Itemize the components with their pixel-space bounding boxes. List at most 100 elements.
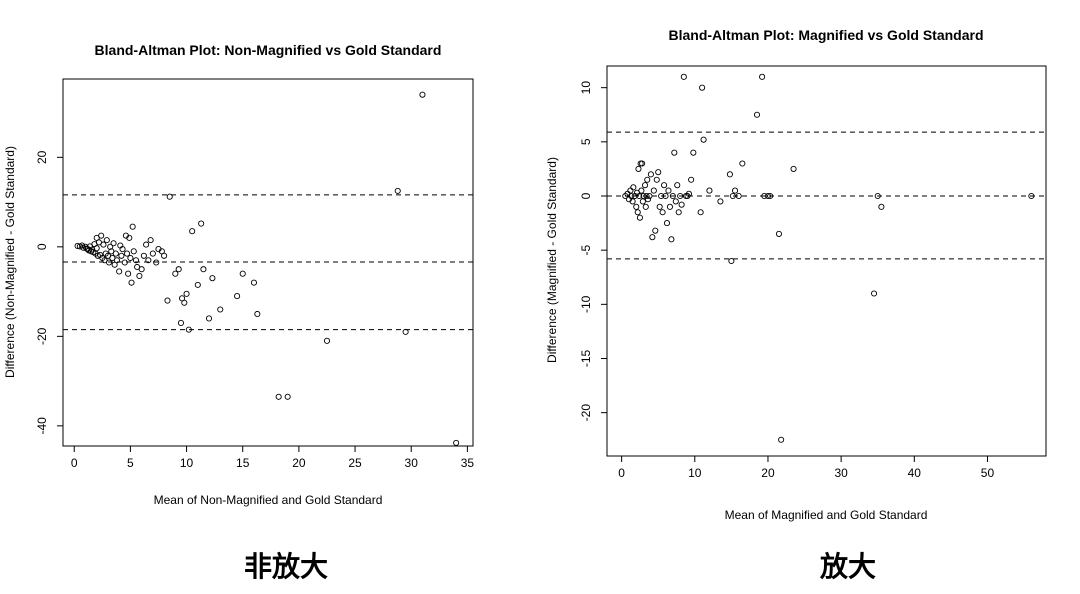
y-tick-label: 5 xyxy=(579,138,593,145)
data-point xyxy=(138,266,145,273)
x-tick-label: 5 xyxy=(127,456,134,470)
x-axis: 0 5 10 15 20 25 30 35 xyxy=(71,445,474,470)
data-point xyxy=(639,160,646,167)
x-tick-label: 25 xyxy=(348,456,362,470)
data-point xyxy=(121,259,128,266)
data-point xyxy=(688,176,695,183)
y-tick-label: 20 xyxy=(35,150,49,164)
x-tick-label: 10 xyxy=(688,466,702,480)
data-point xyxy=(125,270,132,277)
x-axis-label: Mean of Non-Magnified and Gold Standard xyxy=(154,493,383,507)
chart-title: Bland-Altman Plot: Non-Magnified vs Gold… xyxy=(95,42,442,58)
data-point xyxy=(643,192,650,200)
data-point xyxy=(700,136,707,143)
data-point xyxy=(112,250,119,257)
data-point xyxy=(680,73,687,80)
y-tick-label: 0 xyxy=(579,192,593,199)
x-tick-label: 15 xyxy=(236,456,250,470)
data-point xyxy=(731,187,739,194)
data-point xyxy=(871,290,878,297)
x-tick-label: 0 xyxy=(618,466,625,480)
data-points xyxy=(622,73,1035,443)
data-point xyxy=(761,192,768,200)
data-point xyxy=(239,270,246,277)
y-tick-label: -10 xyxy=(579,295,593,313)
data-point xyxy=(119,246,126,253)
data-point xyxy=(103,237,110,244)
data-point xyxy=(878,203,885,210)
data-point xyxy=(140,252,147,259)
data-point xyxy=(136,272,143,279)
data-point xyxy=(699,84,706,91)
data-point xyxy=(627,187,634,194)
data-point xyxy=(665,187,672,194)
caption-non-magnified: 非放大 xyxy=(244,550,329,583)
data-point xyxy=(254,310,261,318)
data-point xyxy=(98,232,105,239)
data-point xyxy=(194,281,201,288)
data-point xyxy=(658,192,665,200)
data-point xyxy=(130,248,137,255)
data-point xyxy=(739,160,746,167)
y-axis-label: Difference (Non-Magnified - Gold Standar… xyxy=(3,146,17,378)
data-point xyxy=(284,393,291,400)
data-point xyxy=(697,209,704,216)
data-point xyxy=(161,252,168,259)
data-point xyxy=(110,240,117,247)
data-point xyxy=(663,220,671,227)
data-point xyxy=(143,241,150,248)
data-point xyxy=(630,184,637,191)
y-tick-label: -20 xyxy=(35,327,49,345)
x-tick-label: 30 xyxy=(405,456,419,470)
data-point xyxy=(394,187,401,194)
chart-non-magnified: Bland-Altman Plot: Non-Magnified vs Gold… xyxy=(3,42,474,507)
data-point xyxy=(661,182,668,189)
x-tick-label: 30 xyxy=(834,466,848,480)
data-point xyxy=(116,268,123,275)
data-point xyxy=(647,171,654,178)
data-point xyxy=(652,227,659,234)
plot-frame xyxy=(606,65,1047,457)
data-point xyxy=(706,187,713,194)
data-point xyxy=(646,192,653,200)
x-axis: 0 10 20 30 40 50 xyxy=(618,455,995,480)
data-point xyxy=(671,149,678,156)
data-point xyxy=(189,228,196,235)
data-point xyxy=(728,257,735,265)
data-point xyxy=(677,192,684,200)
y-axis: -40 -20 0 20 xyxy=(35,150,64,435)
data-point xyxy=(453,439,460,446)
data-point xyxy=(678,201,685,208)
y-tick-label: 10 xyxy=(579,81,593,95)
data-point xyxy=(629,198,636,205)
data-point xyxy=(674,182,681,189)
data-point xyxy=(778,436,785,443)
data-point xyxy=(653,176,660,183)
data-point xyxy=(753,111,761,118)
data-point xyxy=(644,196,652,203)
data-point xyxy=(764,192,772,200)
reference-lines xyxy=(63,194,473,331)
data-point xyxy=(636,192,643,200)
data-point xyxy=(106,259,113,266)
data-point xyxy=(149,250,156,257)
data-point xyxy=(118,252,125,259)
y-axis: -20 -15 -10 -5 0 5 10 xyxy=(579,81,608,421)
data-point xyxy=(127,254,134,262)
data-point xyxy=(669,192,676,200)
data-point xyxy=(200,266,207,273)
data-point xyxy=(662,192,669,200)
data-point xyxy=(633,203,640,210)
data-point xyxy=(775,230,782,237)
data-point xyxy=(100,241,107,248)
data-point xyxy=(185,326,192,333)
data-point xyxy=(640,192,647,200)
reference-lines xyxy=(607,131,1046,260)
data-point xyxy=(145,257,152,264)
data-point xyxy=(164,297,171,304)
data-point xyxy=(635,165,642,172)
data-point xyxy=(113,257,120,264)
x-axis-label: Mean of Magnified and Gold Standard xyxy=(725,508,928,522)
x-tick-label: 50 xyxy=(981,466,995,480)
data-point xyxy=(209,275,216,282)
